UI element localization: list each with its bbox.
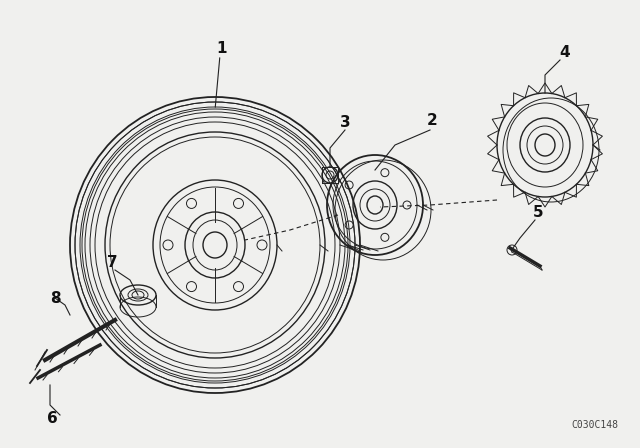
Text: 2: 2 — [427, 112, 437, 128]
Text: 7: 7 — [107, 254, 117, 270]
Text: 3: 3 — [340, 115, 350, 129]
Text: C030C148: C030C148 — [572, 420, 618, 430]
Text: 6: 6 — [47, 410, 58, 426]
Text: 5: 5 — [532, 204, 543, 220]
Text: 4: 4 — [560, 44, 570, 60]
Text: 1: 1 — [217, 40, 227, 56]
Text: 8: 8 — [50, 290, 60, 306]
